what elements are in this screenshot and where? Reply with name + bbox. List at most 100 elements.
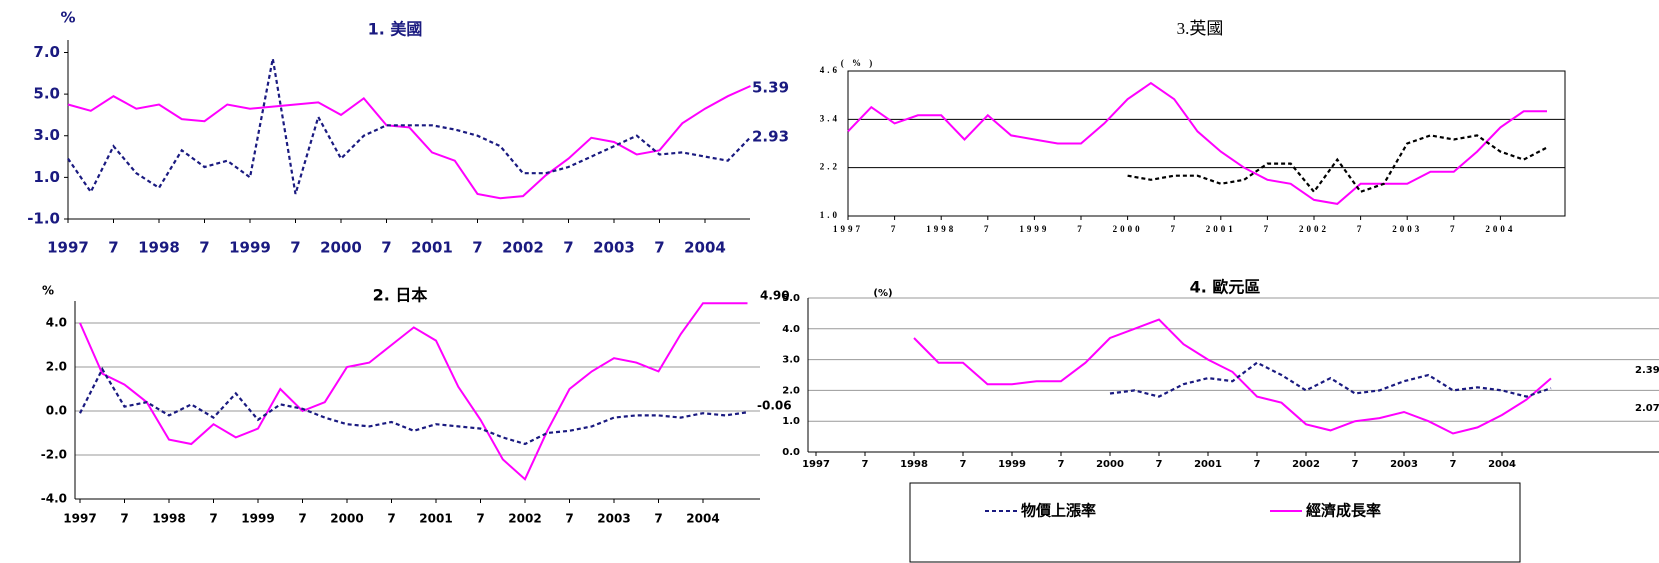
- x-tick-label: 2002: [1292, 459, 1320, 470]
- x-tick-label: 7: [1254, 459, 1261, 470]
- x-tick-label: 1998: [138, 239, 180, 257]
- x-tick-label: 7: [654, 239, 664, 257]
- legend-box: [909, 482, 1521, 563]
- x-tick-label: 7: [1170, 224, 1178, 234]
- x-tick-label: 7: [1058, 459, 1065, 470]
- x-tick-label: 7: [381, 239, 391, 257]
- y-tick-label: 0.0: [782, 447, 800, 458]
- y-tick-label: 3.0: [782, 355, 800, 366]
- x-tick-label: 7: [1450, 224, 1458, 234]
- x-tick-label: 1999: [998, 459, 1026, 470]
- x-tick-label: 7: [1352, 459, 1359, 470]
- y-tick-label: -4.0: [41, 492, 67, 506]
- legend-label: 經濟成長率: [1306, 502, 1381, 520]
- x-tick-label: 2001: [411, 239, 453, 257]
- y-tick-label: -2.0: [41, 448, 67, 462]
- value-annotation: -0.06: [757, 399, 792, 413]
- x-tick-label: 7: [1450, 459, 1457, 470]
- chart-title: 3.英國: [1177, 19, 1224, 38]
- value-annotation: 4.90: [760, 289, 790, 303]
- unit-label: %: [60, 9, 75, 27]
- y-tick-label: 7.0: [33, 43, 60, 61]
- x-tick-label: 7: [298, 512, 306, 526]
- x-tick-label: 1997: [833, 224, 863, 234]
- y-tick-label: 4.0: [46, 316, 67, 330]
- y-tick-label: 5.0: [782, 293, 800, 304]
- x-tick-label: 2003: [597, 512, 630, 526]
- x-tick-label: 2004: [686, 512, 719, 526]
- y-tick-label: -1.0: [27, 210, 60, 228]
- x-tick-label: 1997: [63, 512, 96, 526]
- x-tick-label: 7: [108, 239, 118, 257]
- unit-label: (%): [873, 288, 892, 299]
- y-tick-label: 1.0: [33, 168, 60, 186]
- series-line: [1127, 134, 1548, 194]
- x-tick-label: 2003: [593, 239, 635, 257]
- chart-title: 1. 美國: [368, 20, 423, 39]
- series-line: [79, 302, 748, 481]
- x-tick-label: 2000: [320, 239, 362, 257]
- x-tick-label: 1999: [229, 239, 271, 257]
- y-tick-label: 5.0: [33, 85, 60, 103]
- x-tick-label: 1999: [241, 512, 274, 526]
- y-tick-label: 1.0: [820, 210, 840, 220]
- chart-title: 2. 日本: [373, 286, 428, 305]
- series-line: [67, 85, 751, 200]
- x-tick-label: 7: [209, 512, 217, 526]
- chart-title: 4. 歐元區: [1190, 278, 1261, 297]
- x-tick-label: 2001: [1206, 224, 1236, 234]
- x-tick-label: 2003: [1390, 459, 1418, 470]
- x-tick-label: 7: [565, 512, 573, 526]
- x-tick-label: 1998: [152, 512, 185, 526]
- x-tick-label: 7: [563, 239, 573, 257]
- x-tick-label: 7: [199, 239, 209, 257]
- y-tick-label: 1.0: [782, 416, 800, 427]
- x-tick-label: 1998: [900, 459, 928, 470]
- value-annotation: 5.39: [752, 79, 789, 97]
- x-tick-label: 7: [387, 512, 395, 526]
- series-line: [847, 81, 1547, 205]
- y-tick-label: 2.2: [820, 162, 840, 172]
- value-annotation: 2.39: [1635, 365, 1659, 376]
- y-tick-label: 2.0: [782, 385, 800, 396]
- x-tick-label: 7: [654, 512, 662, 526]
- unit-label: ( % ): [841, 58, 876, 68]
- x-tick-label: 2002: [502, 239, 544, 257]
- value-annotation: 2.07: [1635, 403, 1659, 414]
- x-tick-label: 2002: [508, 512, 541, 526]
- x-tick-label: 7: [960, 459, 967, 470]
- x-tick-label: 2004: [1485, 224, 1515, 234]
- x-tick-label: 7: [862, 459, 869, 470]
- x-tick-label: 2000: [1096, 459, 1124, 470]
- x-tick-label: 7: [1264, 224, 1272, 234]
- x-tick-label: 1999: [1019, 224, 1049, 234]
- x-tick-label: 1998: [926, 224, 956, 234]
- series-line: [1109, 361, 1552, 398]
- x-tick-label: 1997: [47, 239, 89, 257]
- y-tick-label: 4.0: [782, 324, 800, 335]
- x-tick-label: 7: [120, 512, 128, 526]
- x-tick-label: 7: [891, 224, 899, 234]
- x-tick-label: 2004: [684, 239, 726, 257]
- y-tick-label: 0.0: [46, 404, 67, 418]
- x-tick-label: 7: [1156, 459, 1163, 470]
- series-line: [913, 318, 1552, 435]
- series-line: [79, 366, 748, 446]
- x-tick-label: 2000: [330, 512, 363, 526]
- x-tick-label: 7: [472, 239, 482, 257]
- y-tick-label: 4.6: [820, 65, 840, 75]
- x-tick-label: 7: [1077, 224, 1085, 234]
- y-tick-label: 3.0: [33, 126, 60, 144]
- x-tick-label: 7: [476, 512, 484, 526]
- x-tick-label: 7: [984, 224, 992, 234]
- unit-label: %: [42, 284, 54, 298]
- y-tick-label: 2.0: [46, 360, 67, 374]
- x-tick-label: 2003: [1392, 224, 1422, 234]
- x-tick-label: 7: [1357, 224, 1365, 234]
- x-tick-label: 2000: [1113, 224, 1143, 234]
- x-tick-label: 2001: [419, 512, 452, 526]
- x-tick-label: 1997: [802, 459, 830, 470]
- x-tick-label: 2001: [1194, 459, 1222, 470]
- value-annotation: 2.93: [752, 128, 789, 146]
